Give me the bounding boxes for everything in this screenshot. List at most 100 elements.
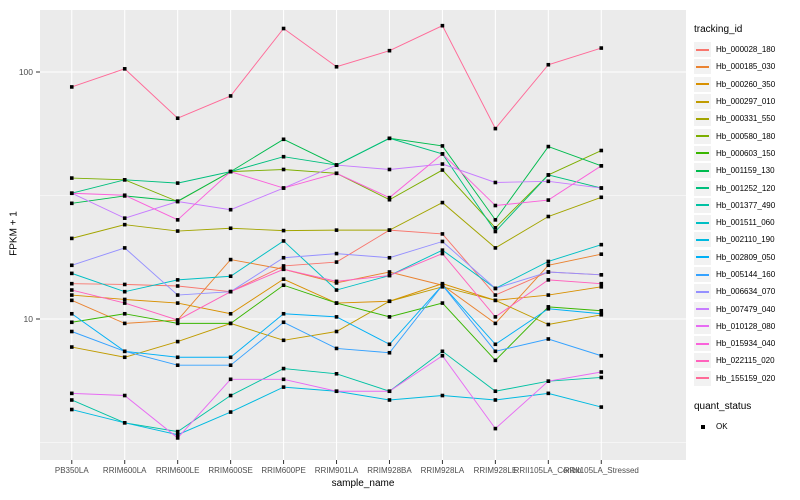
data-point-Hb_002110_190 <box>175 432 180 437</box>
legend-item-label: Hb_007479_040 <box>716 304 776 314</box>
data-point-Hb_002809_050 <box>175 355 180 360</box>
y-tick-label: 100 <box>19 67 33 77</box>
data-point-Hb_155159_020 <box>599 46 604 50</box>
legend-item-Hb_007479_040: Hb_007479_040 <box>694 300 800 317</box>
legend-item-label: Hb_006634_070 <box>716 287 776 297</box>
data-point-Hb_010128_080 <box>546 379 551 383</box>
legend-item-Hb_010128_080: Hb_010128_080 <box>694 318 800 335</box>
data-point-Hb_007479_040 <box>440 162 445 166</box>
data-point-Hb_002110_190 <box>228 410 233 414</box>
data-point-Hb_002809_050 <box>228 355 233 360</box>
data-point-Hb_000028_180 <box>493 293 498 297</box>
data-point-Hb_002110_190 <box>387 398 392 402</box>
data-point-Hb_000028_180 <box>175 284 180 288</box>
legend-key-line-icon <box>694 76 711 92</box>
data-point-Hb_000028_180 <box>281 264 286 268</box>
data-point-Hb_015934_040 <box>440 152 445 156</box>
data-point-Hb_000185_030 <box>69 298 74 303</box>
data-point-Hb_002110_190 <box>440 393 445 398</box>
panel-background <box>40 10 686 460</box>
data-point-Hb_155159_020 <box>334 64 339 69</box>
x-axis-title: sample_name <box>331 478 395 489</box>
data-point-Hb_000603_150 <box>334 301 339 305</box>
data-point-Hb_000260_350 <box>599 285 604 289</box>
legend-item-label: Hb_001159_130 <box>716 166 775 176</box>
legend-title-tracking-id: tracking_id <box>694 24 743 35</box>
data-point-Hb_000580_180 <box>69 176 74 180</box>
legend-key-line-icon <box>694 145 711 161</box>
data-point-Hb_005144_160 <box>599 353 604 358</box>
data-point-Hb_005144_160 <box>175 363 180 368</box>
data-point-Hb_000580_180 <box>387 197 392 202</box>
data-point-Hb_000260_350 <box>281 277 286 281</box>
x-tick-label: RRIM600SE <box>208 466 252 475</box>
legend-items-tracking-id: Hb_000028_180 Hb_000185_030 Hb_000260_350 H… <box>694 41 800 387</box>
data-point-Hb_000580_180 <box>281 167 286 172</box>
data-point-Hb_015934_040 <box>281 186 286 190</box>
data-point-Hb_005144_160 <box>281 320 286 325</box>
data-point-Hb_000297_010 <box>493 298 498 303</box>
data-point-Hb_000260_350 <box>175 301 180 305</box>
data-point-Hb_155159_020 <box>440 23 445 28</box>
data-point-Hb_000028_180 <box>69 281 74 286</box>
data-point-Hb_007479_040 <box>175 199 180 204</box>
data-point-Hb_006634_070 <box>334 251 339 256</box>
x-tick-label: RRIM600LA <box>103 466 147 475</box>
legend-item-Hb_005144_160: Hb_005144_160 <box>694 266 800 283</box>
data-point-Hb_015934_040 <box>69 191 74 196</box>
data-point-Hb_000185_030 <box>228 257 233 262</box>
legend-item-Hb_000580_180: Hb_000580_180 <box>694 127 800 144</box>
legend-title-quant-status: quant_status <box>694 400 752 412</box>
data-point-Hb_000028_180 <box>440 232 445 236</box>
legend-key-line-icon <box>694 267 711 282</box>
data-point-Hb_155159_020 <box>493 126 498 131</box>
data-point-Hb_000297_010 <box>122 355 127 360</box>
legend-key-line-icon <box>694 197 711 213</box>
data-point-Hb_000603_150 <box>228 321 233 326</box>
legend-item-label: Hb_002110_190 <box>716 235 775 245</box>
data-point-Hb_010128_080 <box>334 389 339 394</box>
data-point-Hb_000603_150 <box>122 311 127 316</box>
data-point-Hb_000297_010 <box>69 345 74 349</box>
data-point-Hb_000603_150 <box>493 358 498 363</box>
data-point-Hb_000603_150 <box>69 320 74 325</box>
data-point-Hb_155159_020 <box>387 48 392 53</box>
data-point-Hb_006634_070 <box>387 255 392 260</box>
data-point-Hb_000603_150 <box>546 305 551 309</box>
legend-item-Hb_000297_010: Hb_000297_010 <box>694 93 800 110</box>
legend-key-line-icon <box>694 215 711 231</box>
legend-key-line-icon <box>694 336 711 352</box>
data-point-Hb_002809_050 <box>493 342 498 347</box>
data-point-Hb_001252_120 <box>175 181 180 185</box>
data-point-Hb_010128_080 <box>69 391 74 396</box>
legend-item-label: Hb_000185_030 <box>716 62 776 72</box>
x-tick-label: RRII105LA_Control <box>514 466 584 475</box>
data-point-Hb_001159_130 <box>281 137 286 142</box>
data-point-Hb_010128_080 <box>122 393 127 398</box>
square-point-icon <box>694 419 711 434</box>
data-point-Hb_010128_080 <box>228 377 233 382</box>
data-point-Hb_000185_030 <box>493 321 498 326</box>
legend-key-line-icon <box>694 94 711 110</box>
legend-item-Hb_006634_070: Hb_006634_070 <box>694 283 800 300</box>
x-tick-label: RRIM600PE <box>261 466 305 475</box>
legend-item-ok: OK <box>694 418 800 435</box>
legend-item-label: Hb_001252_120 <box>716 183 776 193</box>
legend-item-Hb_001159_130: Hb_001159_130 <box>694 162 800 179</box>
legend-item-label: Hb_015934_040 <box>716 339 776 349</box>
data-point-Hb_001511_060 <box>599 242 604 247</box>
data-point-Hb_015934_040 <box>334 171 339 176</box>
x-tick-label: RRII105LA_Stressed <box>564 466 639 475</box>
data-point-Hb_000603_150 <box>175 321 180 326</box>
data-point-Hb_022115_020 <box>493 315 498 319</box>
data-point-Hb_010128_080 <box>175 436 180 440</box>
data-point-Hb_006634_070 <box>69 263 74 268</box>
data-point-Hb_001377_490 <box>281 366 286 371</box>
data-point-Hb_001511_060 <box>69 271 74 276</box>
data-point-Hb_155159_020 <box>281 26 286 31</box>
data-point-Hb_002110_190 <box>69 407 74 412</box>
data-point-Hb_000331_550 <box>599 195 604 200</box>
legend-key-line-icon <box>694 318 711 334</box>
